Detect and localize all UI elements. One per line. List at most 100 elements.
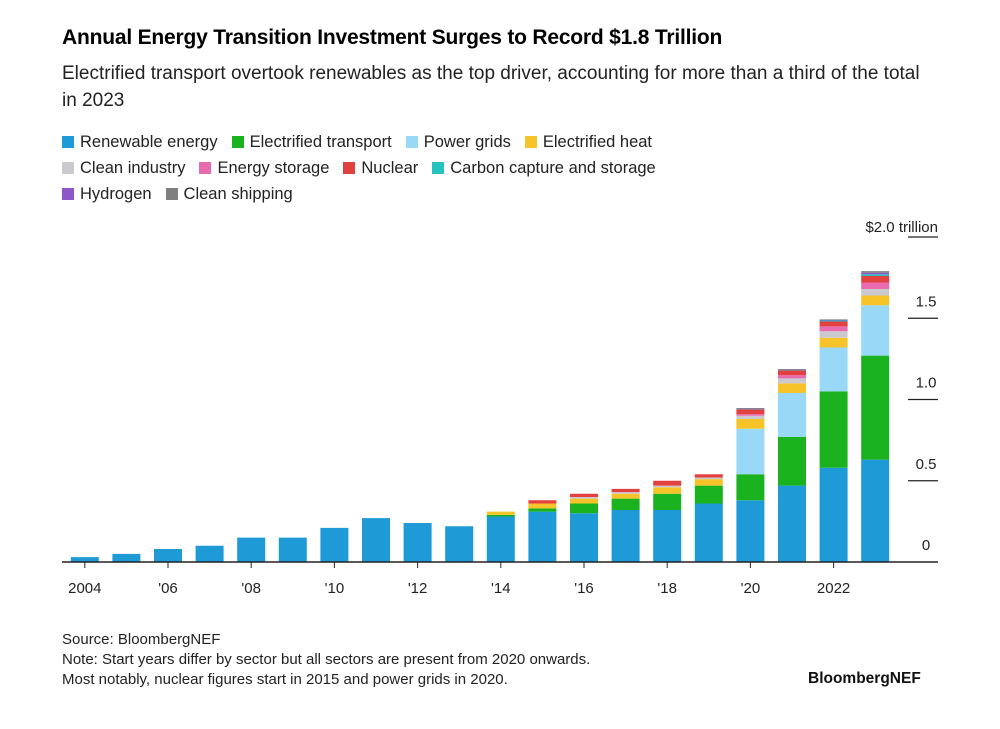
bar-segment — [653, 487, 682, 494]
legend-swatch — [62, 162, 74, 174]
bar-segment — [819, 320, 848, 322]
bar-segment — [736, 419, 765, 429]
legend-label: Hydrogen — [80, 185, 152, 203]
bar-segment — [778, 378, 806, 384]
legend-row: Renewable energy Electrified transport Pow… — [62, 133, 922, 159]
legend-label: Clean shipping — [183, 185, 293, 203]
note-line-1: Note: Start years differ by sector but a… — [62, 651, 591, 668]
bar-segment — [653, 510, 682, 562]
bar-segment — [611, 493, 640, 499]
x-tick-label: '14 — [491, 580, 511, 597]
bar-segment — [403, 523, 432, 562]
legend-label: Power grids — [423, 133, 511, 151]
bar-segment — [486, 511, 515, 515]
chart-title: Annual Energy Transition Investment Surg… — [62, 26, 723, 49]
bar-segment — [819, 321, 848, 327]
bar-segment — [861, 274, 890, 276]
bar-segment — [819, 391, 848, 468]
bar-segment — [694, 485, 723, 504]
bar-segment — [778, 485, 806, 562]
bar-segment — [861, 271, 890, 273]
bar-segment — [736, 500, 765, 562]
bar-segment — [861, 459, 890, 562]
bar-segment — [736, 408, 765, 409]
legend-row: Hydrogen Clean shipping — [62, 185, 922, 211]
legend-item: Carbon capture and storage — [432, 159, 656, 178]
bar-segment — [778, 370, 806, 376]
x-tick-label: '12 — [408, 580, 428, 597]
bar-segment — [611, 488, 640, 493]
bar-segment — [570, 503, 598, 514]
bar-segment — [819, 319, 848, 320]
bar-segment — [819, 319, 848, 321]
bar-segment — [653, 493, 682, 510]
x-tick-label: '18 — [657, 580, 677, 597]
bar-segment — [861, 272, 890, 275]
bar-segment — [154, 549, 182, 562]
bar-segment — [570, 497, 598, 499]
bar-segment — [195, 545, 224, 562]
bar-segment — [237, 537, 266, 562]
legend-swatch — [62, 136, 74, 148]
bar-segment — [861, 289, 890, 296]
bar-segment — [112, 553, 141, 562]
bar-segment — [528, 503, 557, 509]
x-tick-label: 2004 — [68, 580, 101, 597]
note-line-2: Most notably, nuclear figures start in 2… — [62, 671, 508, 688]
bar-segment — [778, 383, 806, 393]
legend-swatch — [432, 162, 445, 174]
bar-segment — [362, 518, 390, 562]
legend: Renewable energy Electrified transport Pow… — [62, 133, 922, 211]
legend-swatch — [199, 162, 212, 174]
bar-segment — [778, 369, 806, 370]
brand-logo: BloombergNEF — [808, 670, 921, 687]
bar-segment — [694, 477, 723, 480]
bar-segment — [819, 467, 848, 562]
legend-swatch — [231, 136, 244, 148]
chart-subtitle: Electrified transport overtook renewable… — [62, 63, 920, 111]
y-axis-unit-label: $2.0 trillion — [865, 219, 938, 236]
legend-label: Clean industry — [80, 159, 186, 177]
bar-segment — [778, 393, 806, 437]
legend-item: Clean shipping — [165, 185, 293, 204]
bar-segment — [736, 408, 765, 410]
bar-segment — [819, 347, 848, 392]
legend-item: Renewable energy — [62, 133, 218, 152]
bar-segment — [736, 474, 765, 501]
bar-segment — [694, 474, 723, 478]
bar-segment — [570, 493, 598, 497]
bar-segment — [861, 355, 890, 460]
bar-segment — [819, 326, 848, 332]
legend-item: Hydrogen — [62, 185, 152, 204]
bar-segment — [694, 479, 723, 486]
y-tick-label: 0.5 — [916, 456, 937, 473]
bar-segment — [694, 503, 723, 562]
bar-segment — [611, 510, 640, 562]
bar-segment — [861, 295, 890, 306]
bar-segment — [278, 537, 307, 562]
y-tick-label: 1.5 — [916, 293, 937, 310]
legend-swatch — [165, 188, 178, 200]
legend-label: Nuclear — [361, 159, 419, 177]
legend-swatch — [343, 162, 356, 174]
legend-swatch — [524, 136, 537, 148]
bar-segment — [861, 282, 890, 289]
legend-row: Clean industry Energy storage Nuclear Carbo… — [62, 159, 922, 185]
bar-segment — [570, 498, 598, 504]
bar-segment — [861, 276, 890, 283]
footer-notes: Source: BloombergNEF Note: Start years d… — [62, 630, 590, 690]
bar-segment — [819, 337, 848, 348]
legend-item: Nuclear — [343, 159, 418, 178]
bar-segment — [486, 514, 515, 517]
x-tick-label: '06 — [158, 580, 178, 597]
legend-label: Electrified transport — [249, 133, 392, 151]
legend-item: Energy storage — [199, 159, 329, 178]
legend-label: Electrified heat — [542, 133, 653, 151]
bar-segment — [736, 428, 765, 475]
bar-segment — [528, 500, 557, 504]
bar-segment — [819, 331, 848, 338]
bar-segment — [528, 508, 557, 512]
bar-segment — [445, 526, 474, 562]
legend-item: Power grids — [405, 133, 511, 152]
legend-item: Clean industry — [62, 159, 185, 178]
